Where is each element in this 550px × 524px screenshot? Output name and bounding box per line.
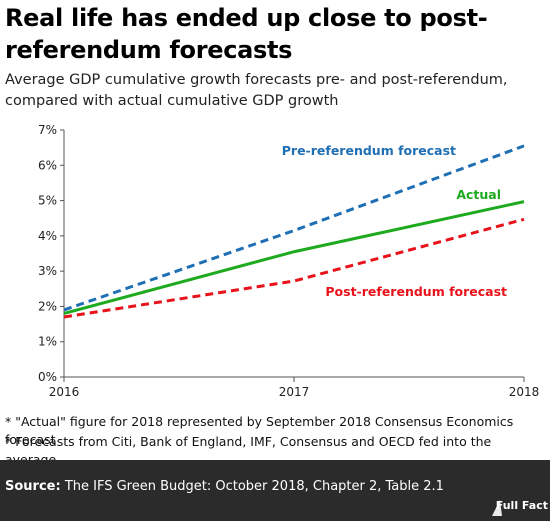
chart-title: Real life has ended up close to post-ref… — [5, 4, 488, 64]
series-label: Pre-referendum forecast — [282, 143, 456, 158]
chart-subtitle: Average GDP cumulative growth forecasts … — [5, 72, 508, 109]
series-label: Post-referendum forecast — [325, 284, 507, 299]
chart-lines — [63, 144, 525, 319]
y-tick-label: 3% — [38, 264, 57, 278]
series-line — [63, 217, 525, 319]
chart-series-labels: Pre-referendum forecast Actual Post-refere… — [282, 143, 507, 299]
source-label: Source: — [5, 479, 61, 494]
source-citation: The IFS Green Budget: October 2018, Chap… — [60, 479, 444, 494]
series-line — [63, 144, 525, 312]
source-bar: Source: The IFS Green Budget: October 20… — [0, 460, 550, 521]
x-tick-label: 2017 — [279, 385, 310, 399]
logo-mark-icon — [492, 500, 502, 516]
y-tick-label: 6% — [38, 158, 57, 172]
logo-text: Full Fact — [495, 499, 548, 512]
line-chart: 0% 1% 2% 3% 4% 5% 6% 7% 2016 2017 2018 Pre-referen… — [38, 123, 539, 399]
full-fact-logo: Full Fact — [490, 490, 550, 520]
series-label: Actual — [456, 187, 501, 202]
y-tick-label: 5% — [38, 194, 57, 208]
y-tick-label: 1% — [38, 335, 57, 349]
chart-axes: 0% 1% 2% 3% 4% 5% 6% 7% 2016 2017 2018 — [38, 123, 539, 399]
y-tick-label: 0% — [38, 370, 57, 384]
source-text: Source: The IFS Green Budget: October 20… — [5, 478, 444, 496]
x-tick-label: 2016 — [49, 385, 80, 399]
y-tick-label: 7% — [38, 123, 57, 137]
x-tick-label: 2018 — [509, 385, 540, 399]
series-line — [63, 200, 525, 315]
footnote-actual: * "Actual" figure for 2018 represented b… — [5, 414, 514, 447]
y-tick-label: 4% — [38, 229, 57, 243]
y-tick-label: 2% — [38, 299, 57, 313]
